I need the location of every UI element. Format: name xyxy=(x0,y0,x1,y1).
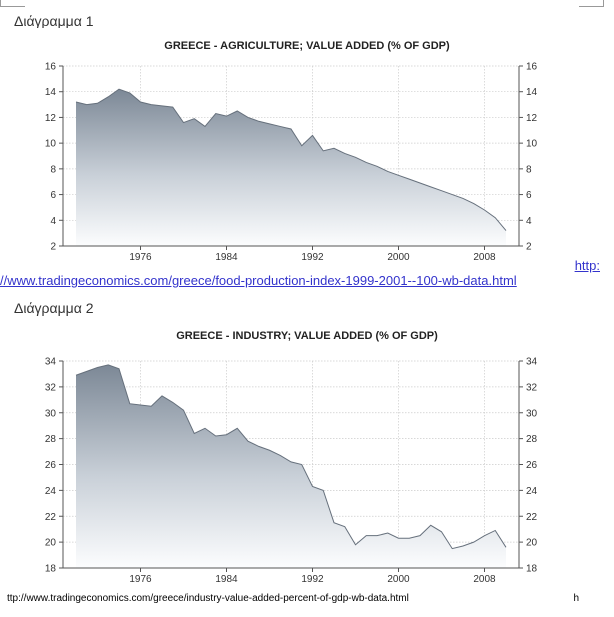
svg-text:14: 14 xyxy=(45,87,57,98)
svg-text:8: 8 xyxy=(50,164,56,175)
svg-text:12: 12 xyxy=(45,113,57,124)
svg-text:2: 2 xyxy=(526,242,532,253)
svg-text:2: 2 xyxy=(50,242,56,253)
svg-text:22: 22 xyxy=(45,512,57,523)
svg-text:24: 24 xyxy=(526,486,538,497)
svg-text:1976: 1976 xyxy=(129,574,152,585)
svg-text:1992: 1992 xyxy=(301,574,324,585)
svg-text:16: 16 xyxy=(45,62,57,73)
svg-text:18: 18 xyxy=(526,564,538,575)
svg-text:24: 24 xyxy=(45,486,57,497)
svg-text:30: 30 xyxy=(45,408,57,419)
svg-text:18: 18 xyxy=(45,564,57,575)
svg-text:20: 20 xyxy=(45,538,57,549)
svg-text:GREECE - INDUSTRY; VALUE ADDED: GREECE - INDUSTRY; VALUE ADDED (% OF GDP… xyxy=(176,330,438,342)
svg-text:GREECE - AGRICULTURE; VALUE AD: GREECE - AGRICULTURE; VALUE ADDED (% OF … xyxy=(164,40,450,52)
svg-text:2008: 2008 xyxy=(473,574,496,585)
svg-text:8: 8 xyxy=(526,164,532,175)
svg-text:20: 20 xyxy=(526,538,538,549)
svg-text:28: 28 xyxy=(526,434,538,445)
svg-text:22: 22 xyxy=(526,512,538,523)
svg-text:10: 10 xyxy=(526,139,538,150)
svg-text:4: 4 xyxy=(50,216,56,227)
svg-text:26: 26 xyxy=(45,460,57,471)
svg-text:14: 14 xyxy=(526,87,538,98)
svg-text:6: 6 xyxy=(50,190,56,201)
svg-text:4: 4 xyxy=(526,216,532,227)
svg-text:2000: 2000 xyxy=(387,574,410,585)
svg-text:6: 6 xyxy=(526,190,532,201)
svg-text:16: 16 xyxy=(526,62,538,73)
svg-text:12: 12 xyxy=(526,113,538,124)
svg-text:34: 34 xyxy=(45,357,57,368)
svg-text:32: 32 xyxy=(45,382,57,393)
svg-text:1984: 1984 xyxy=(215,574,238,585)
svg-text:28: 28 xyxy=(45,434,57,445)
svg-text:34: 34 xyxy=(526,357,538,368)
svg-text:10: 10 xyxy=(45,139,57,150)
svg-text:26: 26 xyxy=(526,460,538,471)
svg-text:32: 32 xyxy=(526,382,538,393)
svg-text:30: 30 xyxy=(526,408,538,419)
